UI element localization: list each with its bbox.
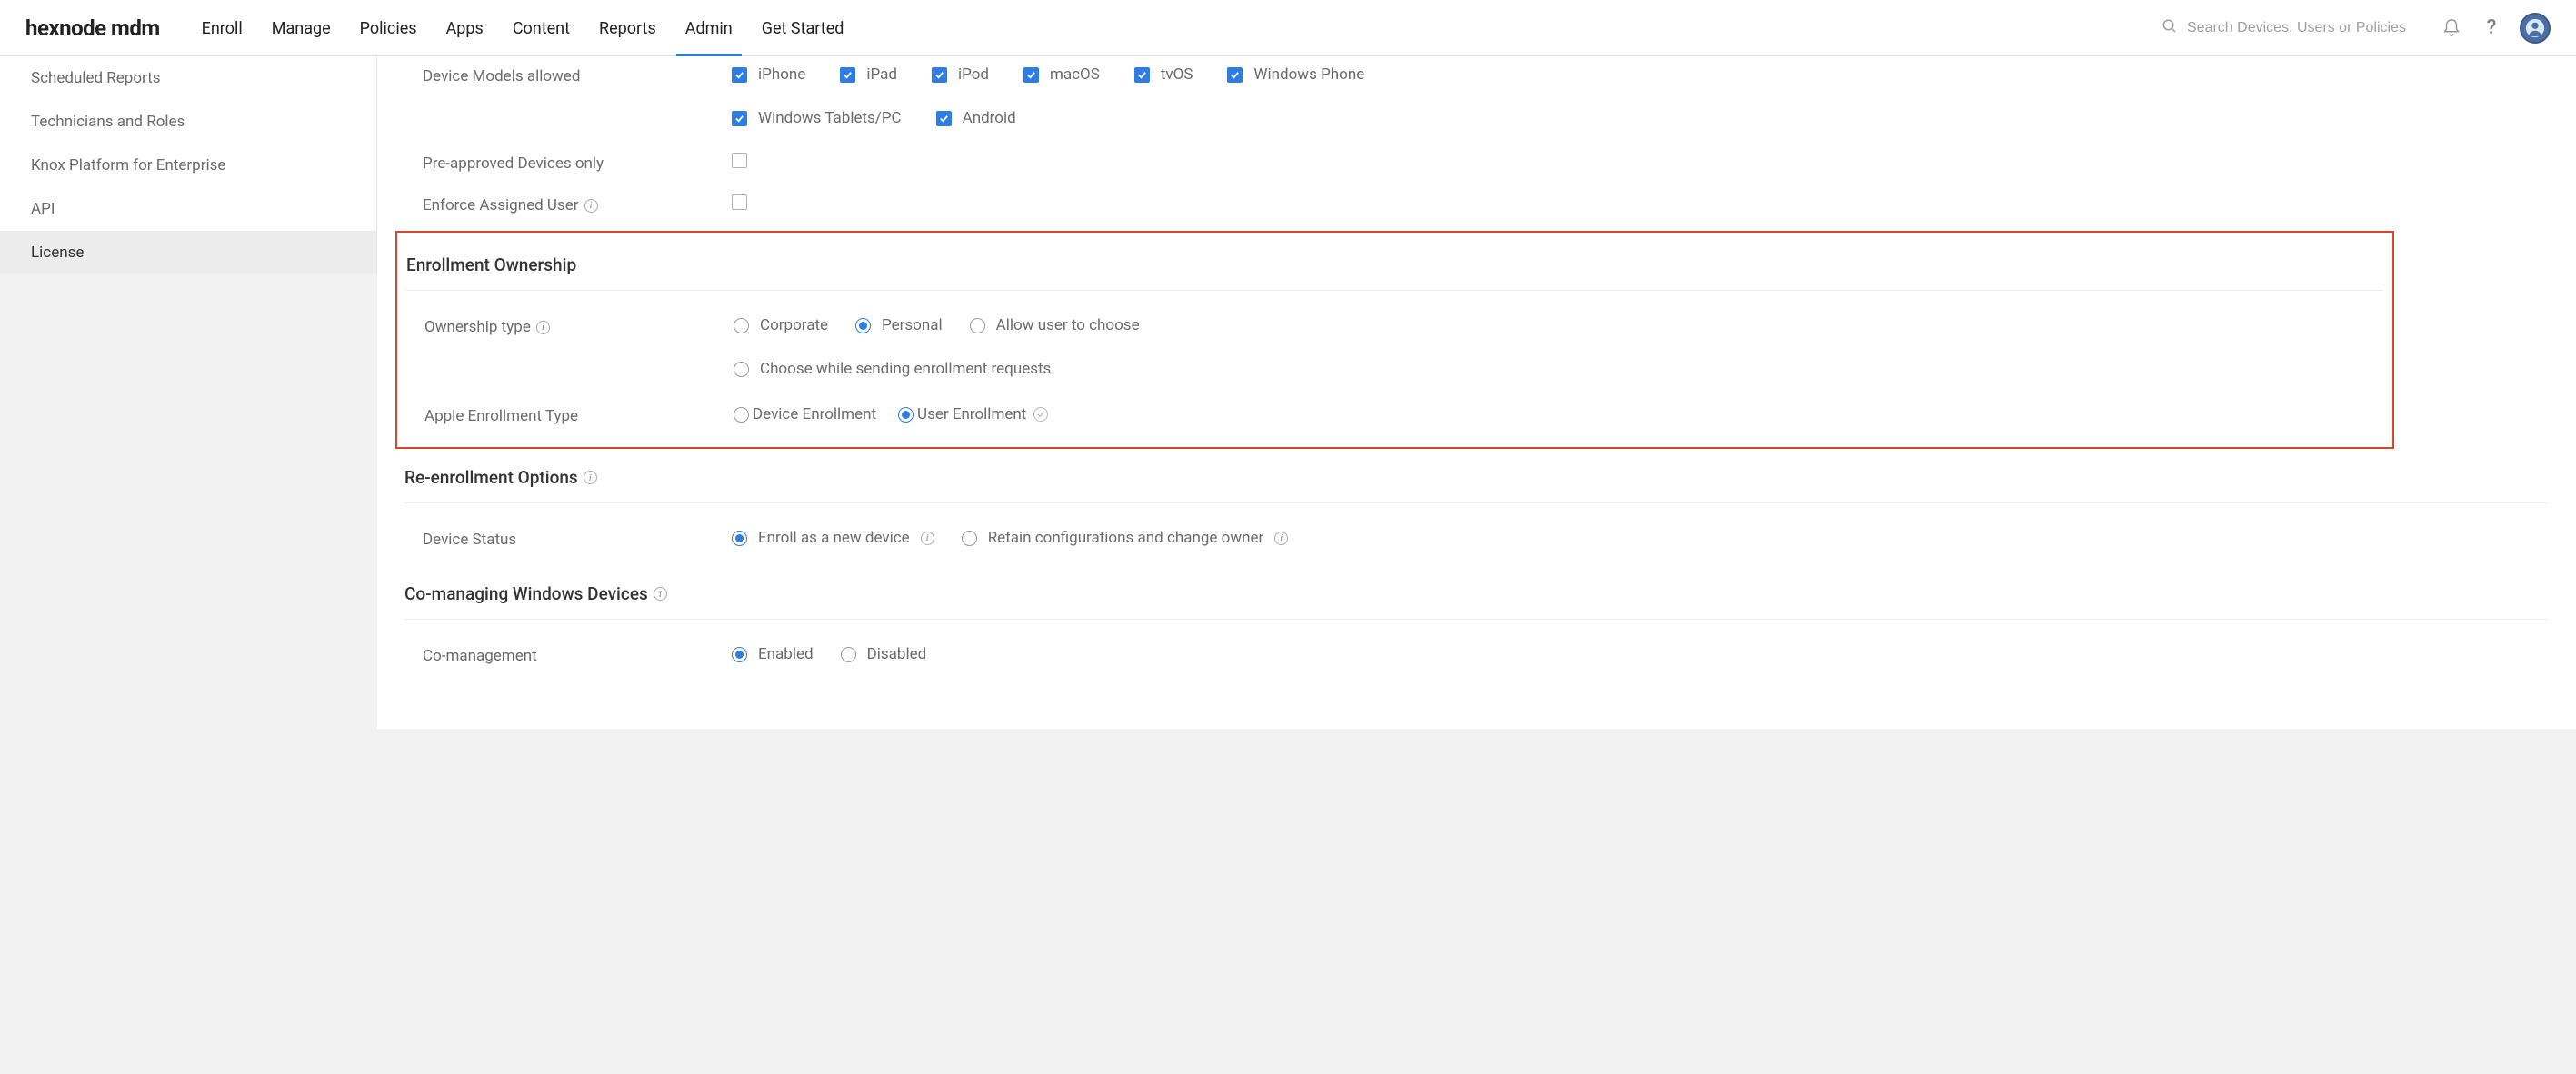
chk-macos[interactable]: macOS (1023, 65, 1100, 84)
row-ownership-type: Ownership type i Corporate Personal Allo… (406, 307, 2383, 387)
sidebar-list: Scheduled Reports Technicians and Roles … (0, 56, 377, 274)
main-nav: Enroll Manage Policies Apps Content Repo… (187, 0, 859, 55)
nav-content[interactable]: Content (498, 0, 584, 56)
sidebar: Scheduled Reports Technicians and Roles … (0, 56, 377, 729)
info-icon[interactable]: i (584, 199, 598, 213)
radio-personal[interactable]: Personal (855, 316, 943, 334)
topbar-right: ? (2162, 13, 2551, 44)
radio-retain-config[interactable]: Retain configurations and change owner i (962, 529, 1289, 547)
chk-label: Windows Tablets/PC (758, 109, 902, 127)
info-icon[interactable]: i (1274, 532, 1288, 545)
label-ownership-type: Ownership type i (406, 316, 734, 336)
chk-preapproved[interactable] (732, 153, 747, 168)
chk-label: macOS (1050, 65, 1100, 84)
reenroll-options: Enroll as a new device i Retain configura… (732, 529, 2549, 547)
label-apple-enrollment: Apple Enrollment Type (406, 405, 734, 425)
section-title-comanage: Co-managing Windows Devices i (404, 558, 2549, 615)
radio-device-enrollment[interactable]: Device Enrollment (734, 405, 876, 423)
radio-label: Disabled (867, 645, 927, 663)
sidebar-item-license[interactable]: License (0, 231, 376, 274)
chk-enforce-user[interactable] (732, 194, 747, 210)
radio-user-enrollment[interactable]: User Enrollment (898, 405, 1048, 423)
radio-label: Corporate (760, 316, 828, 334)
radio-choose-sending[interactable]: Choose while sending enrollment requests (734, 360, 1051, 378)
row-apple-enrollment: Apple Enrollment Type Device Enrollment … (406, 387, 2383, 434)
help-icon[interactable]: ? (2480, 16, 2503, 40)
radio-label: Device Enrollment (753, 405, 876, 423)
radio-label: Enabled (758, 645, 814, 663)
chk-label: iPhone (758, 65, 805, 84)
radio-enabled[interactable]: Enabled (732, 645, 814, 663)
enrollment-ownership-section: Enrollment Ownership Ownership type i Co… (395, 231, 2394, 449)
radio-label: Personal (882, 316, 943, 334)
radio-corporate[interactable]: Corporate (734, 316, 828, 334)
search-wrap (2162, 18, 2423, 38)
nav-admin[interactable]: Admin (671, 0, 747, 56)
sidebar-item-technicians[interactable]: Technicians and Roles (0, 100, 376, 144)
avatar[interactable] (2520, 13, 2551, 44)
search-icon (2162, 18, 2178, 38)
label-device-status: Device Status (404, 529, 732, 549)
radio-enroll-new[interactable]: Enroll as a new device i (732, 529, 934, 547)
info-icon[interactable]: i (584, 471, 597, 484)
label-enforce-user: Enforce Assigned User i (404, 194, 732, 214)
chk-label: tvOS (1161, 65, 1193, 84)
ownership-options: Corporate Personal Allow user to choose … (734, 316, 2383, 378)
chk-label: iPad (866, 65, 897, 84)
search-input[interactable] (2187, 20, 2423, 36)
divider (404, 502, 2549, 503)
info-icon[interactable]: i (536, 321, 550, 334)
nav-reports[interactable]: Reports (584, 0, 671, 56)
nav-manage[interactable]: Manage (257, 0, 345, 56)
apple-enrollment-options: Device Enrollment User Enrollment (734, 405, 2383, 423)
label-device-models: Device Models allowed (404, 65, 732, 85)
radio-label: Enroll as a new device (758, 529, 910, 547)
label-comanage: Co-management (404, 645, 732, 665)
nav-apps[interactable]: Apps (432, 0, 498, 56)
comanage-options: Enabled Disabled (732, 645, 2549, 663)
topbar: hexnode mdm Enroll Manage Policies Apps … (0, 0, 2576, 56)
brand-logo: hexnode mdm (25, 15, 160, 41)
sidebar-item-knox[interactable]: Knox Platform for Enterprise (0, 144, 376, 187)
sidebar-item-api[interactable]: API (0, 187, 376, 231)
chk-label: iPod (958, 65, 989, 84)
nav-enroll[interactable]: Enroll (187, 0, 257, 56)
sidebar-item-scheduled-reports[interactable]: Scheduled Reports (0, 56, 376, 100)
section-title-ownership: Enrollment Ownership (406, 236, 2383, 286)
row-preapproved: Pre-approved Devices only (404, 136, 2549, 182)
chk-iphone[interactable]: iPhone (732, 65, 805, 84)
info-icon[interactable]: i (921, 532, 934, 545)
row-device-status: Device Status Enroll as a new device i Re… (404, 520, 2549, 558)
chk-winphone[interactable]: Windows Phone (1227, 65, 1364, 84)
chk-label: Android (963, 109, 1016, 127)
radio-label: Retain configurations and change owner (988, 529, 1264, 547)
chk-wintablet[interactable]: Windows Tablets/PC (732, 109, 902, 127)
label-preapproved: Pre-approved Devices only (404, 153, 732, 173)
row-comanage: Co-management Enabled Disabled (404, 636, 2549, 674)
row-enforce-user: Enforce Assigned User i (404, 182, 2549, 231)
info-icon[interactable]: i (654, 587, 667, 601)
nav-get-started[interactable]: Get Started (747, 0, 859, 56)
chk-android[interactable]: Android (936, 109, 1016, 127)
radio-disabled[interactable]: Disabled (841, 645, 927, 663)
chk-ipad[interactable]: iPad (840, 65, 897, 84)
layout: Scheduled Reports Technicians and Roles … (0, 56, 2576, 729)
radio-allow-user[interactable]: Allow user to choose (970, 316, 1140, 334)
divider (406, 290, 2383, 291)
radio-label: User Enrollment (917, 405, 1026, 423)
chk-tvos[interactable]: tvOS (1134, 65, 1193, 84)
main-content: Device Models allowed iPhone iPad iPod m… (377, 56, 2576, 729)
row-device-models: Device Models allowed iPhone iPad iPod m… (404, 56, 2549, 136)
device-models-options: iPhone iPad iPod macOS tvOS Windows Phon… (732, 65, 2549, 127)
verified-icon (1033, 407, 1048, 422)
chk-ipod[interactable]: iPod (932, 65, 989, 84)
bell-icon[interactable] (2440, 16, 2463, 40)
section-title-reenroll: Re-enrollment Options i (404, 449, 2549, 499)
nav-policies[interactable]: Policies (345, 0, 432, 56)
radio-label: Allow user to choose (996, 316, 1140, 334)
divider (404, 619, 2549, 620)
chk-label: Windows Phone (1253, 65, 1364, 84)
radio-label: Choose while sending enrollment requests (760, 360, 1051, 378)
